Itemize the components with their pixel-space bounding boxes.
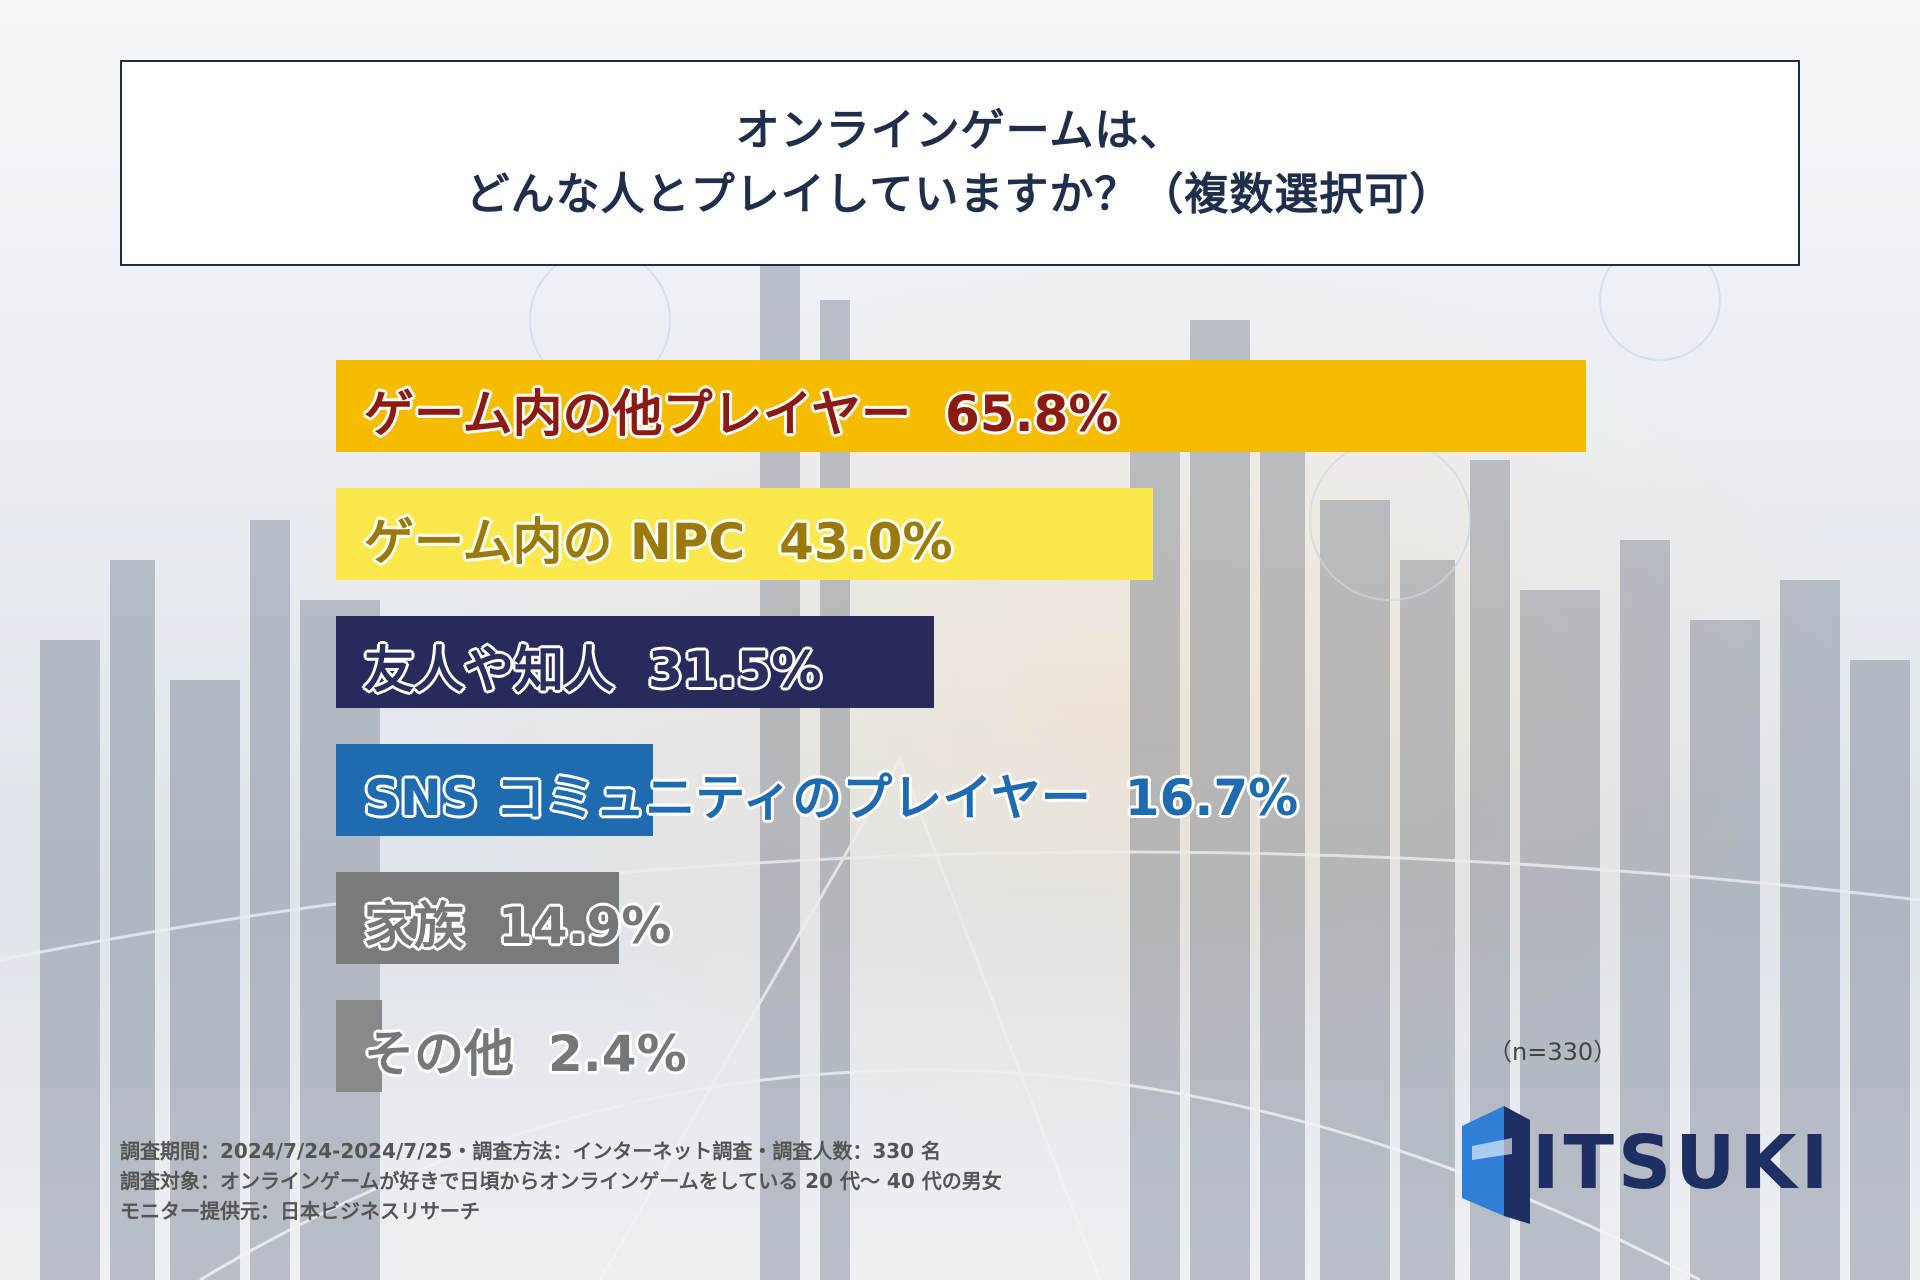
value-label: 16.7% <box>1124 769 1299 827</box>
value-label: 65.8% <box>945 385 1119 443</box>
chart-title-line-2: どんな人とプレイしていますか？（複数選択可） <box>465 169 1455 220</box>
category-label: 家族 <box>364 897 464 955</box>
bar-label-1: ゲーム内の他プレイヤー 65.8% <box>364 374 1118 446</box>
chart-title-line-1: オンラインゲームは、 <box>735 105 1185 156</box>
footnote-provider: モニター提供元：日本ビジネスリサーチ <box>120 1199 480 1223</box>
sample-size-note: （n=330） <box>1488 1038 1618 1066</box>
survey-footnotes: 調査期間：2024/7/24-2024/7/25・調査方法：インターネット調査・… <box>120 1136 1002 1226</box>
bar-5 <box>336 872 620 964</box>
footnote-period: 調査期間：2024/7/24-2024/7/25・調査方法：インターネット調査・… <box>120 1139 942 1163</box>
category-label: SNS コミュニティのプレイヤー <box>364 769 1091 827</box>
itsuki-logo-mark <box>1462 1106 1530 1224</box>
category-label: その他 <box>364 1025 514 1083</box>
bar-label-5: 家族 14.9% <box>364 886 671 958</box>
value-label: 31.5% <box>648 641 822 699</box>
bar-1 <box>336 360 1586 452</box>
value-label: 43.0% <box>779 513 953 571</box>
bar-label-3: 友人や知人 31.5% <box>364 630 821 702</box>
logo-text: ITSUKI <box>1532 1120 1833 1206</box>
category-label: 友人や知人 <box>364 641 614 699</box>
category-label: ゲーム内の他プレイヤー <box>364 385 911 443</box>
bar-2 <box>336 488 1153 580</box>
bar-4 <box>336 744 654 836</box>
bar-label-2: ゲーム内の NPC 43.0% <box>364 502 953 574</box>
category-label: ゲーム内の NPC <box>364 513 746 571</box>
footnote-target: 調査対象：オンラインゲームが好きで日頃からオンラインゲームをしている 20 代〜… <box>120 1169 1002 1193</box>
title-box: オンラインゲームは、 どんな人とプレイしていますか？（複数選択可） <box>120 60 1800 266</box>
bar-label-6: その他 2.4% <box>364 1014 687 1086</box>
bar-3 <box>336 616 935 708</box>
bar-6 <box>336 1000 382 1092</box>
value-label: 2.4% <box>548 1025 687 1083</box>
value-label: 14.9% <box>498 897 672 955</box>
bar-label-4: SNS コミュニティのプレイヤー 16.7% <box>364 758 1298 830</box>
